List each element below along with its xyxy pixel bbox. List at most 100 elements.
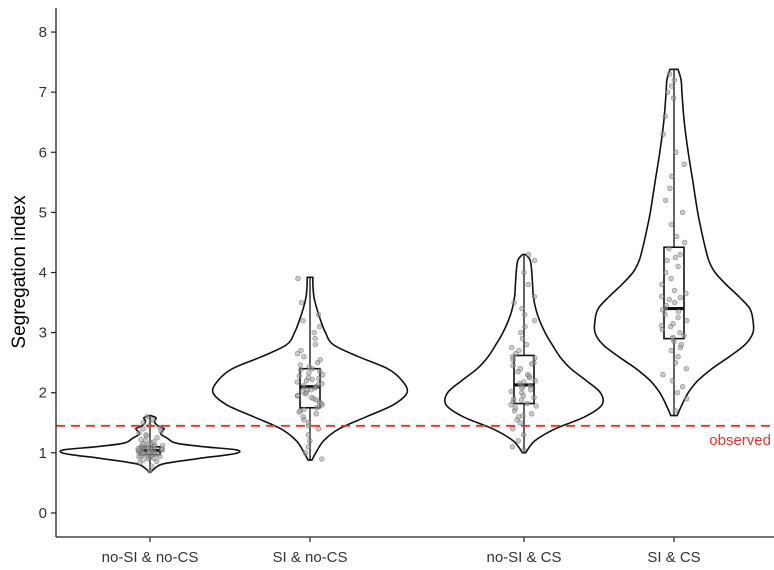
data-point <box>510 426 516 432</box>
data-point <box>301 354 307 360</box>
data-point <box>316 323 323 330</box>
data-point <box>315 381 322 387</box>
data-point <box>520 412 526 419</box>
data-point <box>509 444 516 450</box>
data-point <box>664 257 670 264</box>
data-point <box>519 335 526 342</box>
data-point <box>316 426 322 432</box>
data-point <box>525 251 532 258</box>
data-point <box>668 347 674 354</box>
data-point <box>667 185 673 192</box>
data-point <box>154 435 160 441</box>
data-point <box>296 409 302 415</box>
y-tick-label: 4 <box>39 265 47 282</box>
data-point <box>669 378 676 384</box>
y-tick-label: 6 <box>39 144 47 161</box>
data-point <box>668 221 674 228</box>
data-point <box>658 293 665 300</box>
data-point <box>660 372 666 378</box>
data-point <box>528 411 535 417</box>
data-point <box>516 347 522 354</box>
data-point <box>521 379 527 385</box>
data-point <box>298 299 305 306</box>
data-point <box>144 414 151 420</box>
y-tick-label: 2 <box>39 385 47 402</box>
violin-group-1 <box>59 414 241 474</box>
data-point <box>317 368 323 374</box>
violin-group-4 <box>593 68 755 417</box>
data-point <box>683 366 689 372</box>
data-point <box>136 430 142 436</box>
data-point <box>526 373 532 379</box>
data-point <box>510 363 516 369</box>
data-point <box>296 373 302 379</box>
data-point <box>294 379 300 385</box>
data-point <box>302 450 309 456</box>
data-point <box>659 307 666 313</box>
data-point <box>675 354 681 360</box>
data-point <box>664 89 671 95</box>
data-point <box>512 405 518 411</box>
data-point <box>508 388 514 395</box>
data-point <box>518 329 524 336</box>
data-point <box>679 209 686 216</box>
x-tick-label: SI & no-CS <box>272 549 347 566</box>
violin-group-3 <box>443 251 605 454</box>
y-tick-label: 0 <box>39 505 47 522</box>
data-point <box>671 287 678 294</box>
data-point <box>299 388 306 395</box>
data-point <box>670 95 677 101</box>
data-point <box>307 438 313 444</box>
reference-line-layer: observed <box>56 424 774 449</box>
data-point <box>673 233 680 240</box>
data-point <box>301 382 307 389</box>
data-point <box>677 329 683 336</box>
data-point <box>306 364 312 370</box>
data-point <box>135 445 141 452</box>
data-point <box>306 370 312 376</box>
data-point <box>675 314 681 321</box>
data-point <box>521 311 528 318</box>
y-tick-label: 7 <box>39 84 47 101</box>
data-point <box>305 375 312 381</box>
data-point <box>660 131 666 137</box>
data-point <box>151 455 157 461</box>
data-point <box>308 387 314 393</box>
data-point <box>522 323 528 330</box>
data-point <box>524 400 530 407</box>
data-point <box>147 468 153 474</box>
y-axis-title: Segregation index <box>9 195 30 349</box>
data-point <box>511 299 517 306</box>
data-point <box>142 438 149 444</box>
data-point <box>515 438 521 444</box>
data-point <box>672 254 679 261</box>
x-tick-label: SI & CS <box>647 549 700 566</box>
data-point <box>681 161 687 168</box>
data-point <box>297 362 303 368</box>
data-point <box>300 414 306 420</box>
data-point <box>533 403 539 409</box>
data-point <box>315 311 322 318</box>
violin-outline <box>211 276 409 461</box>
y-tick-label: 3 <box>39 325 47 342</box>
data-point <box>312 335 318 342</box>
data-point <box>140 450 146 457</box>
data-point <box>295 275 301 282</box>
data-point <box>511 396 517 402</box>
data-point <box>316 375 322 381</box>
violin-layer <box>59 68 755 474</box>
data-point <box>294 393 301 399</box>
data-point <box>313 411 319 417</box>
data-point <box>317 357 323 363</box>
data-point <box>531 394 537 401</box>
data-point <box>312 341 319 348</box>
data-point <box>298 367 304 373</box>
data-point <box>532 378 538 384</box>
data-point <box>151 439 157 445</box>
data-point <box>308 394 315 401</box>
data-point <box>678 341 684 348</box>
data-point <box>305 444 312 450</box>
data-point <box>300 317 306 324</box>
y-tick-label: 1 <box>39 445 47 462</box>
data-point <box>666 71 673 77</box>
